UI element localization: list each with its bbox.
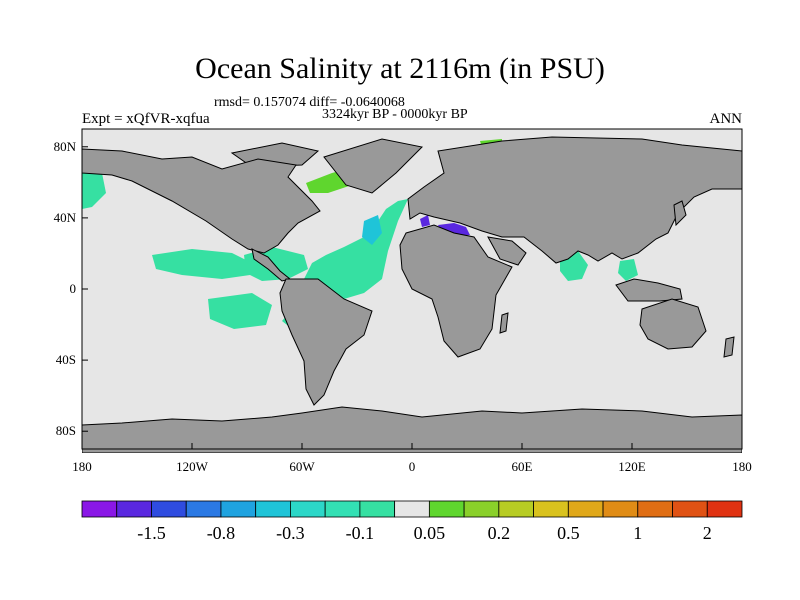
- salinity-map: 180 120W 60W 0 60E 120E 180 80N 40N 0 40S 80S: [54, 128, 752, 474]
- x-tick-label: 180: [732, 459, 752, 474]
- colorbar-box: [394, 500, 430, 518]
- longitude-axis: 180 120W 60W 0 60E 120E 180: [72, 443, 752, 474]
- anomaly-patch-gulf-stream: [362, 215, 382, 245]
- land-new-zealand: [723, 336, 735, 358]
- colorbar-box: [602, 500, 639, 518]
- colorbar-box: [151, 500, 187, 518]
- colorbar-label: 1: [633, 523, 642, 543]
- land-japan: [673, 200, 687, 227]
- colorbar-box: [255, 500, 291, 518]
- colorbar: -1.5 -0.8 -0.3 -0.1 0.05 0.2 0.5 1 2: [81, 500, 743, 543]
- x-tick-label: 120W: [176, 459, 209, 474]
- latitude-axis: 80N 40N 0 40S 80S: [54, 139, 88, 438]
- colorbar-label: -0.1: [346, 523, 375, 543]
- colorbar-box: [116, 500, 152, 518]
- colorbar-box: [220, 500, 257, 518]
- colorbar-box: [185, 500, 222, 518]
- land-greenland: [323, 138, 424, 194]
- colorbar-label: -0.8: [207, 523, 236, 543]
- land-arabia: [487, 236, 527, 266]
- y-tick-label: 0: [70, 281, 77, 296]
- land-antarctica: [82, 406, 742, 453]
- land-eurasia: [407, 136, 742, 264]
- map-title: Ocean Salinity at 2116m (in PSU): [195, 52, 605, 85]
- experiment-label: Expt = xQfVR-xqfua: [82, 111, 210, 127]
- colorbar-box: [498, 500, 534, 518]
- y-tick-label: 40S: [56, 352, 76, 367]
- colorbar-box: [672, 500, 708, 518]
- colorbar-labels: -1.5 -0.8 -0.3 -0.1 0.05 0.2 0.5 1 2: [137, 523, 712, 543]
- x-tick-label: 60W: [289, 459, 315, 474]
- land-africa: [399, 224, 513, 358]
- colorbar-box: [706, 500, 743, 518]
- y-tick-label: 80S: [56, 423, 76, 438]
- salinity-anomaly-layer: [82, 139, 672, 329]
- land-indonesia: [615, 278, 683, 302]
- land-australia: [639, 298, 707, 350]
- y-tick-label: 80N: [54, 139, 77, 154]
- period-text: 3324kyr BP - 0000kyr BP: [322, 107, 468, 122]
- y-tick-label: 40N: [54, 210, 77, 225]
- colorbar-box: [637, 500, 673, 518]
- colorbar-box: [533, 500, 569, 518]
- land-north-america: [82, 148, 321, 254]
- colorbar-box: [290, 500, 326, 518]
- colorbar-label: -0.3: [276, 523, 305, 543]
- colorbar-label: 0.05: [414, 523, 446, 543]
- season-label: ANN: [709, 111, 743, 127]
- x-tick-label: 180: [72, 459, 92, 474]
- x-tick-label: 120E: [618, 459, 646, 474]
- x-tick-label: 60E: [512, 459, 533, 474]
- colorbar-box: [324, 500, 361, 518]
- x-tick-label: 0: [409, 459, 416, 474]
- colorbar-box: [463, 500, 500, 518]
- anomaly-patch-mediterranean-west: [420, 215, 430, 227]
- colorbar-boxes: [81, 500, 743, 518]
- colorbar-label: 0.5: [557, 523, 580, 543]
- anomaly-patch-southeast-pacific: [208, 293, 272, 329]
- colorbar-box: [567, 500, 604, 518]
- colorbar-label: -1.5: [137, 523, 166, 543]
- colorbar-box: [81, 500, 118, 518]
- land-layer: [82, 136, 742, 453]
- stats-text: rmsd= 0.157074 diff= -0.0640068: [214, 95, 405, 110]
- anomaly-patch-pacific-west: [82, 173, 106, 209]
- land-madagascar: [499, 312, 509, 334]
- anomaly-patch-pacific: [152, 249, 250, 279]
- anomaly-patch-china-sea: [618, 259, 638, 281]
- colorbar-box: [428, 500, 465, 518]
- colorbar-label: 0.2: [488, 523, 511, 543]
- colorbar-box: [359, 500, 396, 518]
- colorbar-label: 2: [703, 523, 712, 543]
- land-south-america: [279, 278, 373, 406]
